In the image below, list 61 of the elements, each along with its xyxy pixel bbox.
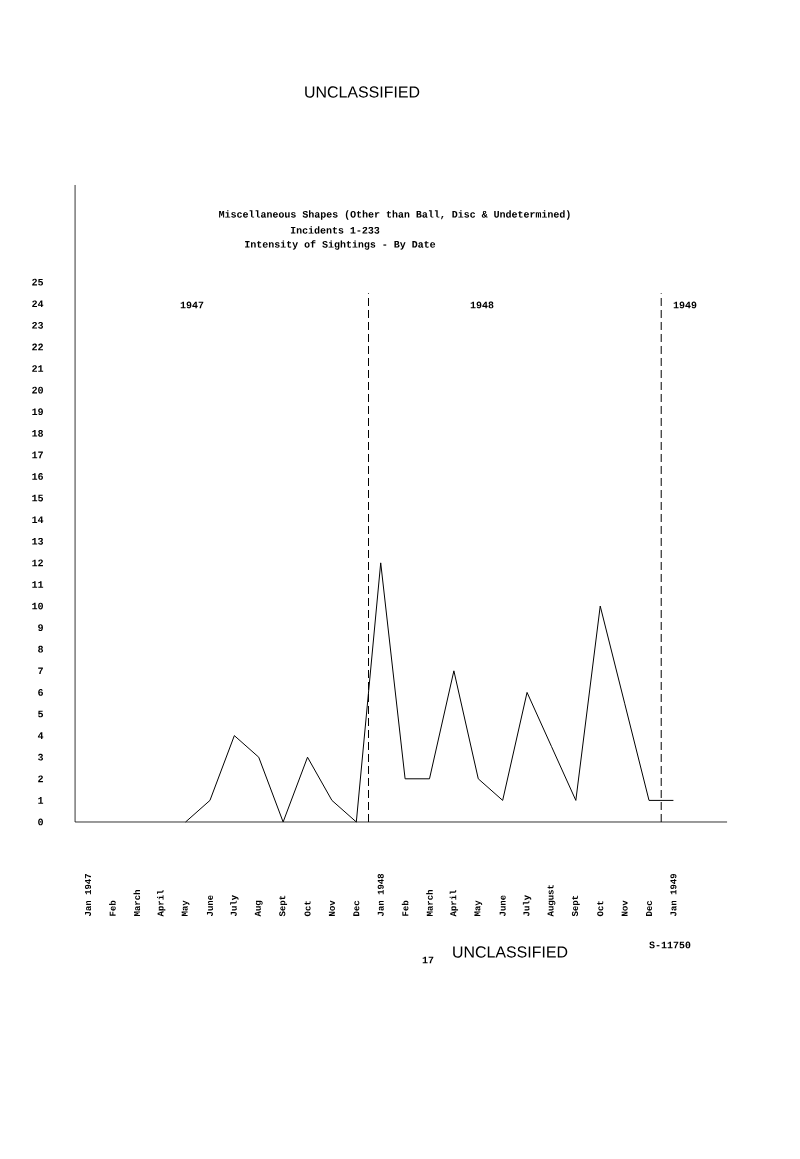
- x-tick-label: July: [522, 895, 532, 917]
- x-tick-label: Nov: [621, 900, 628, 916]
- text: S-11750: [649, 941, 691, 949]
- x-tick-label: June: [499, 895, 506, 917]
- y-tick-label: 18: [32, 429, 44, 437]
- x-tick-label: March: [426, 890, 433, 917]
- text: Incidents 1-233: [290, 226, 380, 234]
- y-tick-label: 15: [32, 494, 44, 502]
- y-tick-label: 3: [38, 753, 44, 761]
- y-tick-label: 16: [32, 473, 43, 480]
- y-tick-label: 4: [37, 732, 44, 739]
- y-tick-label: 20: [32, 386, 43, 394]
- x-tick-label: Oct: [597, 901, 604, 917]
- x-tick-label: May: [181, 900, 190, 917]
- x-tick-label: June: [206, 895, 213, 917]
- y-tick-label: 24: [32, 300, 44, 308]
- x-tick-label: August: [547, 885, 556, 917]
- text: UNCLASSIFIED: [453, 946, 568, 958]
- y-tick-label: 8: [38, 645, 44, 653]
- x-tick-label: Jan 1949: [670, 873, 677, 917]
- annotation: 1949: [673, 301, 697, 309]
- x-tick-label: Feb: [109, 900, 116, 916]
- y-tick-label: 21: [32, 365, 44, 372]
- x-tick-label: April: [449, 889, 459, 917]
- y-tick-label: 13: [32, 537, 44, 545]
- y-tick-label: 12: [32, 559, 43, 567]
- y-tick-label: 25: [32, 278, 44, 286]
- y-tick-label: 2: [38, 775, 43, 783]
- text: Miscellaneous Shapes (Other than Ball, Disc & Undetermined): [219, 210, 570, 220]
- y-tick-label: 0: [38, 818, 43, 826]
- x-tick-label: Oct: [304, 901, 311, 917]
- annotation: 1948: [470, 301, 494, 309]
- x-tick-label: May: [474, 900, 483, 917]
- x-tick-label: Sept: [571, 895, 580, 917]
- text: 17: [422, 956, 434, 964]
- text: UNCLASSIFIED: [305, 86, 420, 98]
- y-tick-label: 14: [32, 516, 44, 523]
- y-tick-label: 5: [38, 710, 44, 718]
- x-tick-label: Dec: [353, 900, 360, 916]
- y-tick-label: 6: [38, 689, 43, 696]
- annotation: 1947: [180, 301, 204, 309]
- x-tick-label: Nov: [328, 900, 335, 916]
- y-tick-label: 17: [32, 451, 43, 459]
- y-tick-label: 19: [32, 408, 43, 416]
- x-tick-label: Sept: [279, 895, 288, 917]
- x-tick-label: July: [230, 895, 239, 917]
- annotation: Intensity of Sightings - By Date: [245, 240, 436, 250]
- y-tick-label: 1: [38, 797, 44, 804]
- x-tick-label: April: [156, 889, 166, 917]
- y-tick-label: 11: [32, 581, 44, 588]
- y-tick-label: 7: [38, 667, 43, 675]
- y-tick-label: 23: [32, 321, 44, 329]
- x-tick-label: March: [133, 890, 141, 917]
- x-tick-label: Jan 1948: [377, 873, 384, 917]
- x-tick-label: Feb: [401, 900, 409, 916]
- y-tick-label: 9: [38, 624, 43, 632]
- x-tick-label: Aug: [254, 900, 263, 917]
- y-tick-label: 22: [32, 343, 43, 351]
- x-tick-label: Jan 1947: [84, 874, 92, 917]
- y-tick-label: 10: [32, 602, 43, 610]
- x-tick-label: Dec: [646, 900, 653, 916]
